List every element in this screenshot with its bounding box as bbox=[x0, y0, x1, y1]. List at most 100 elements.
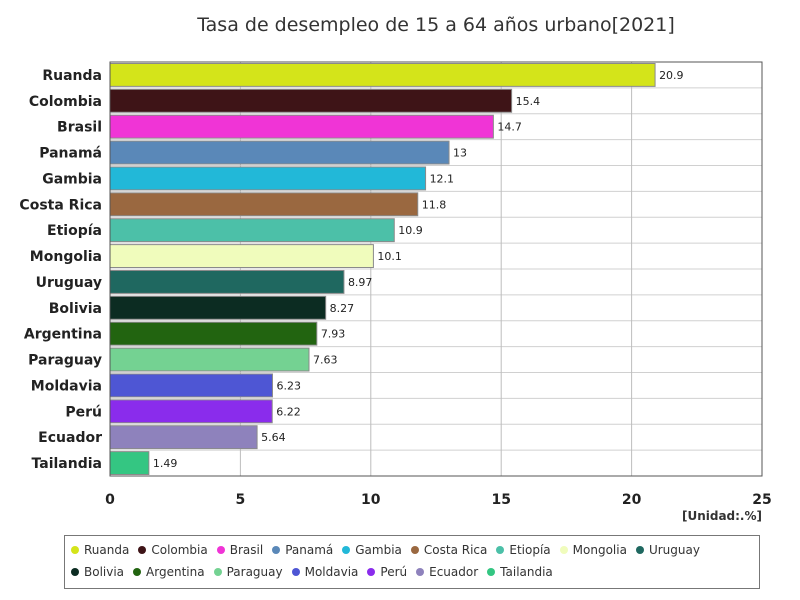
value-label: 11.8 bbox=[422, 198, 447, 211]
legend-label: Moldavia bbox=[304, 565, 359, 579]
bar bbox=[109, 399, 273, 424]
value-label: 8.97 bbox=[348, 276, 373, 289]
bar bbox=[109, 114, 494, 139]
legend-label: Perú bbox=[380, 565, 408, 579]
x-tick-label: 10 bbox=[361, 492, 381, 508]
legend-dot-icon bbox=[416, 568, 425, 576]
legend-item: Colombia bbox=[138, 542, 208, 558]
legend-dot-icon bbox=[133, 568, 142, 576]
bar bbox=[109, 140, 450, 165]
legend-dot-icon bbox=[138, 546, 147, 554]
x-tick-label: 20 bbox=[622, 492, 642, 508]
category-label: Tailandia bbox=[32, 456, 102, 472]
value-label: 7.93 bbox=[321, 328, 346, 341]
legend-label: Ecuador bbox=[429, 565, 479, 579]
bar bbox=[109, 63, 656, 87]
value-label: 14.7 bbox=[497, 121, 521, 134]
legend-item: Brasil bbox=[216, 542, 264, 558]
category-label: Ecuador bbox=[38, 430, 102, 446]
legend-dot-icon bbox=[71, 546, 79, 554]
legend-dot-icon bbox=[496, 546, 505, 554]
bar bbox=[109, 321, 318, 346]
plot-frame bbox=[109, 61, 763, 477]
legend-label: Uruguay bbox=[648, 543, 700, 557]
legend-item: Uruguay bbox=[635, 542, 700, 558]
bar bbox=[109, 192, 419, 217]
bar bbox=[109, 425, 258, 450]
category-label: Costa Rica bbox=[19, 197, 102, 213]
bars bbox=[109, 63, 656, 475]
category-label: Uruguay bbox=[36, 275, 102, 291]
legend-item: Ruanda bbox=[71, 542, 129, 558]
legend-dot-icon bbox=[487, 568, 496, 576]
legend-item: Ecuador bbox=[416, 564, 478, 580]
value-label: 7.63 bbox=[313, 354, 338, 367]
legend-item: Mongolia bbox=[559, 542, 627, 558]
bar bbox=[109, 166, 427, 191]
category-label: Colombia bbox=[29, 94, 102, 110]
category-label: Bolivia bbox=[49, 301, 102, 317]
category-label: Argentina bbox=[24, 327, 102, 343]
x-tick-label: 25 bbox=[752, 492, 771, 508]
legend-dot-icon bbox=[216, 546, 225, 554]
chart-title: Tasa de desempleo de 15 a 64 años urbano… bbox=[197, 14, 675, 36]
x-tick-label: 5 bbox=[236, 492, 246, 508]
value-label: 13 bbox=[453, 147, 467, 160]
legend-dot-icon bbox=[71, 568, 79, 576]
legend-item: Panamá bbox=[272, 542, 333, 558]
legend-label: Brasil bbox=[229, 543, 264, 557]
bar bbox=[109, 88, 513, 113]
legend-item: Etiopía bbox=[496, 542, 551, 558]
legend-label: Mongolia bbox=[572, 543, 627, 557]
legend-dot-icon bbox=[342, 546, 351, 554]
legend-label: Argentina bbox=[146, 565, 205, 579]
legend-item: Moldavia bbox=[291, 564, 359, 580]
legend-item: Bolivia bbox=[71, 564, 124, 580]
legend-item: Gambia bbox=[342, 542, 402, 558]
bar bbox=[109, 244, 374, 268]
value-label: 1.49 bbox=[153, 457, 178, 470]
legend-label: Tailandia bbox=[500, 565, 553, 579]
value-label: 8.27 bbox=[330, 302, 355, 315]
legend-dot-icon bbox=[410, 546, 419, 554]
legend-label: Bolivia bbox=[84, 565, 125, 579]
value-label: 20.9 bbox=[659, 69, 684, 82]
bar bbox=[109, 451, 150, 475]
legend-dot-icon bbox=[559, 546, 568, 554]
x-tick-label: 15 bbox=[491, 492, 510, 508]
value-label: 6.22 bbox=[276, 405, 301, 418]
category-label: Moldavia bbox=[31, 378, 102, 394]
legend-item: Argentina bbox=[133, 564, 205, 580]
legend-label: Ruanda bbox=[84, 543, 130, 557]
bar bbox=[109, 347, 310, 372]
unit-label: [Unidad:.%] bbox=[681, 509, 762, 523]
x-tick-label: 0 bbox=[105, 492, 115, 508]
labels: 0 5 10 15 20 25 Ruanda 20.9 Colombia 15.4 Brasil 14… bbox=[19, 68, 771, 508]
legend-dot-icon bbox=[213, 568, 222, 576]
legend-label: Panamá bbox=[285, 543, 334, 557]
legend-label: Paraguay bbox=[226, 565, 283, 579]
legend-label: Colombia bbox=[151, 543, 208, 557]
category-label: Ruanda bbox=[42, 68, 102, 84]
legend-label: Etiopía bbox=[509, 543, 551, 557]
legend-item: Perú bbox=[367, 564, 407, 580]
legend-dot-icon bbox=[272, 546, 281, 554]
legend-dot-icon bbox=[367, 568, 376, 576]
value-label: 10.1 bbox=[377, 250, 402, 263]
legend: Ruanda Colombia Brasil Panamá Gambia Costa Ri… bbox=[64, 535, 760, 589]
legend-dot-icon bbox=[635, 546, 644, 554]
legend-item: Costa Rica bbox=[410, 542, 487, 558]
category-label: Perú bbox=[65, 404, 102, 420]
category-label: Gambia bbox=[42, 171, 102, 187]
value-label: 15.4 bbox=[516, 95, 541, 108]
legend-label: Gambia bbox=[355, 543, 402, 557]
legend-item: Paraguay bbox=[213, 564, 283, 580]
value-label: 6.23 bbox=[276, 379, 301, 392]
legend-dot-icon bbox=[291, 568, 300, 576]
category-label: Panamá bbox=[39, 146, 102, 162]
value-label: 12.1 bbox=[430, 172, 455, 185]
value-label: 10.9 bbox=[398, 224, 423, 237]
bar bbox=[109, 295, 327, 320]
value-label: 5.64 bbox=[261, 431, 286, 444]
